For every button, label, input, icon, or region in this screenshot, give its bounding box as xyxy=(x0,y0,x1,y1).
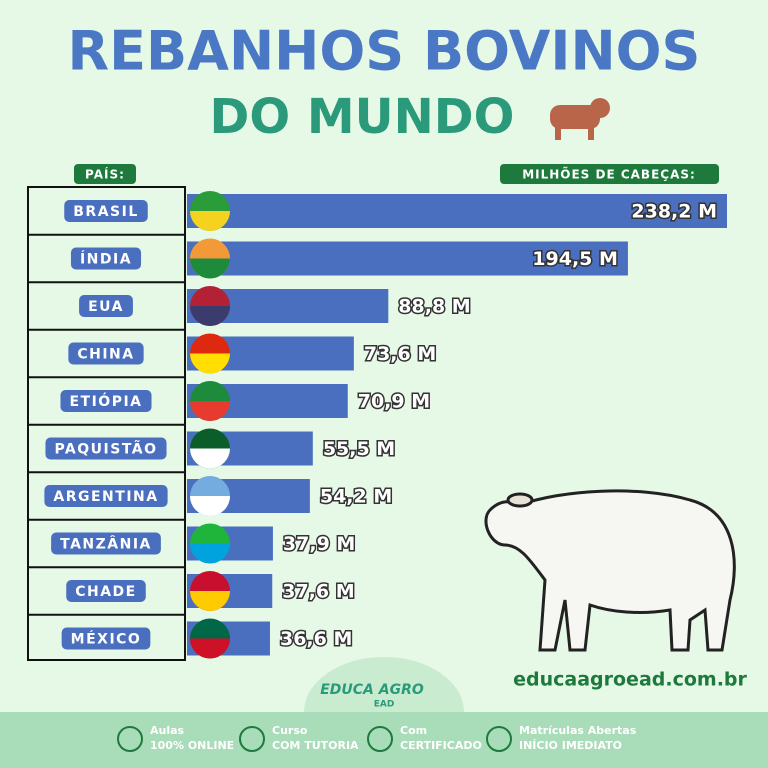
value-label: 36,6 M xyxy=(280,628,352,650)
value-label: 70,9 M xyxy=(358,391,430,413)
flag xyxy=(190,496,230,516)
flag xyxy=(190,401,230,421)
country-pill xyxy=(64,200,148,222)
category-header: PAÍS: xyxy=(85,167,125,182)
country-label: BRASIL xyxy=(73,204,139,220)
flag xyxy=(190,306,230,326)
feature-title: Aulas xyxy=(150,724,185,737)
country-pill xyxy=(44,485,168,507)
value-label: 73,6 M xyxy=(364,343,436,365)
country-pill xyxy=(51,532,161,555)
country-label: TANZÂNIA xyxy=(60,536,152,553)
country-pill xyxy=(66,580,146,602)
value-label: 55,5 M xyxy=(323,438,395,460)
feature-title: Com xyxy=(400,724,427,737)
country-label: ARGENTINA xyxy=(53,489,158,505)
flag xyxy=(190,591,230,611)
feature-subtitle: 100% ONLINE xyxy=(150,739,234,752)
website: educaagroead.com.br xyxy=(513,669,747,691)
country-pill xyxy=(68,342,144,365)
header-pill xyxy=(500,164,719,184)
footer-band xyxy=(0,712,768,768)
logo-name: EDUCA AGRO xyxy=(320,682,424,698)
value-label: 37,6 M xyxy=(282,581,354,603)
value-header: MILHÕES DE CABEÇAS: xyxy=(522,167,696,182)
country-pill xyxy=(79,295,133,317)
cow-icon xyxy=(550,98,610,140)
value-label: 37,9 M xyxy=(283,533,355,555)
feature-subtitle: COM TUTORIA xyxy=(272,739,359,752)
feature-icon xyxy=(117,726,143,752)
flag xyxy=(190,353,230,374)
feature-icon xyxy=(486,726,512,752)
country-box xyxy=(27,186,186,661)
flag xyxy=(190,638,230,659)
value-label: 238,2 M xyxy=(631,201,717,223)
value-label: 54,2 M xyxy=(320,486,392,508)
feature-subtitle: INÍCIO IMEDIATO xyxy=(519,739,622,752)
feature-icon xyxy=(367,726,393,752)
flag xyxy=(190,258,230,279)
bar xyxy=(187,241,628,276)
feature-icon xyxy=(239,726,265,752)
country-label: ETIÓPIA xyxy=(69,392,142,410)
value-label: 194,5 M xyxy=(532,248,618,270)
logo-sub: EAD xyxy=(374,700,395,710)
feature-subtitle: CERTIFICADO xyxy=(400,739,482,752)
cattle-illustration xyxy=(484,489,736,652)
country-pill xyxy=(45,437,167,460)
country-pill xyxy=(61,627,151,650)
bar xyxy=(187,194,727,228)
country-label: CHINA xyxy=(77,347,134,363)
header-pill xyxy=(74,164,136,184)
feature-title: Matrículas Abertas xyxy=(519,724,637,737)
title: REBANHOS BOVINOS xyxy=(68,20,701,83)
feature-title: Curso xyxy=(272,724,308,737)
flag xyxy=(190,543,230,564)
subtitle: DO MUNDO xyxy=(210,89,515,145)
flag xyxy=(190,448,230,469)
country-label: ÍNDIA xyxy=(80,251,132,268)
country-label: CHADE xyxy=(75,584,137,600)
country-pill xyxy=(60,390,152,412)
country-pill xyxy=(70,247,142,270)
country-label: EUA xyxy=(88,299,124,315)
value-label: 88,8 M xyxy=(398,296,470,318)
country-label: MÉXICO xyxy=(71,631,142,648)
country-label: PAQUISTÃO xyxy=(54,441,157,458)
flag xyxy=(190,211,230,231)
